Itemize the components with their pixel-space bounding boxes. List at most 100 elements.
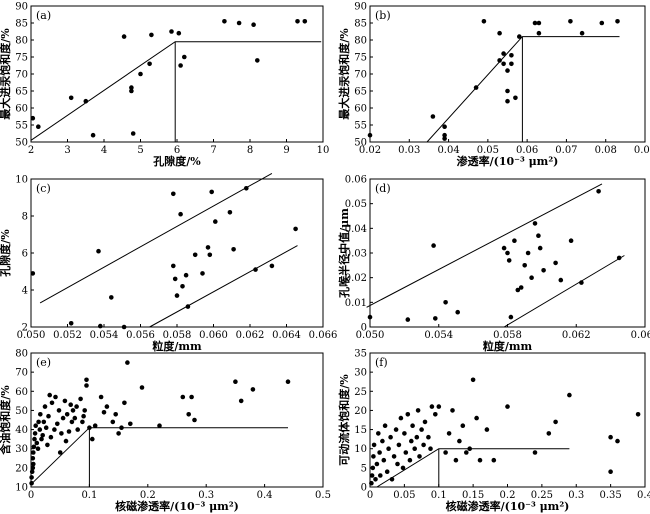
data-point: [509, 53, 514, 58]
x-tick-label: 0.064: [272, 330, 301, 341]
data-point: [467, 446, 473, 452]
y-tick-label: 65: [354, 87, 367, 98]
x-tick-label: 0.03: [398, 145, 420, 156]
data-point: [553, 419, 558, 425]
data-point: [398, 415, 404, 421]
x-tick-label: 0.08: [595, 145, 617, 156]
data-point: [428, 446, 433, 452]
data-point: [96, 248, 101, 254]
data-point: [431, 243, 436, 248]
data-point: [121, 324, 127, 330]
data-point: [75, 427, 80, 432]
y-tick-label: 70: [354, 70, 367, 81]
y-axis-label: 含油饱和度/%: [0, 385, 12, 456]
y-tick-label: 85: [354, 19, 367, 30]
data-point: [109, 295, 114, 300]
data-point: [92, 423, 98, 429]
data-point: [169, 29, 174, 34]
x-tick-label: 0.2: [500, 490, 516, 501]
data-point: [78, 396, 83, 402]
data-point: [412, 446, 418, 452]
data-point: [185, 304, 191, 309]
x-tick-label: 0.07: [555, 145, 577, 156]
data-point: [409, 438, 414, 444]
data-point: [227, 210, 233, 215]
x-tick-label: 0.058: [163, 330, 192, 341]
data-point: [59, 431, 64, 436]
data-point: [49, 400, 55, 406]
data-point: [429, 404, 435, 409]
x-tick-label: 0.066: [631, 330, 650, 341]
y-axis-label: 孔隙度/%: [0, 229, 12, 277]
x-tick-label: 3: [64, 145, 70, 156]
data-point: [125, 360, 130, 365]
y-tick-label: 8: [22, 212, 28, 223]
plot-frame: [30, 352, 324, 488]
data-point: [178, 211, 183, 217]
x-axis-label: 核磁渗透率/(10⁻³ μm²): [115, 499, 239, 513]
data-point: [33, 423, 38, 429]
data-point: [38, 412, 43, 417]
data-point: [52, 427, 57, 432]
panel-label: (f): [375, 356, 388, 369]
y-tick-label: 70: [15, 70, 28, 81]
trend-line: [39, 172, 273, 304]
plot-frame: [369, 5, 646, 143]
x-tick-label: 0.062: [236, 330, 265, 341]
data-point: [172, 276, 178, 282]
y-tick-label: 10: [15, 175, 28, 186]
y-tick-label: 85: [15, 19, 28, 30]
trend-line: [426, 36, 620, 143]
data-point: [513, 95, 518, 101]
data-point: [101, 410, 107, 415]
data-point: [374, 461, 380, 467]
y-tick-label: 60: [15, 104, 28, 115]
data-point: [389, 477, 395, 482]
trend-line: [149, 245, 298, 328]
y-tick-label: 40: [15, 425, 28, 436]
y-tick-label: 0.02: [345, 273, 367, 284]
data-point: [31, 461, 36, 467]
data-point: [501, 245, 507, 251]
x-tick-label: 0.054: [424, 330, 453, 341]
x-tick-label: 0: [28, 490, 34, 501]
data-point: [182, 54, 187, 60]
data-point: [417, 454, 422, 459]
panel-f: 0 0.05 0.1 0.15 0.2 0.25 0.3 0.35 0.4 0 5 10 15 20 25 3…: [337, 349, 650, 514]
data-point: [457, 438, 462, 444]
x-tick-label: 0.25: [531, 490, 553, 501]
data-point: [43, 425, 49, 431]
data-point: [46, 413, 51, 419]
data-point: [391, 454, 397, 459]
data-point: [121, 34, 127, 39]
data-point: [473, 85, 479, 90]
data-point: [55, 421, 60, 427]
x-tick-label: 0.1: [81, 490, 97, 501]
data-point: [443, 300, 448, 305]
data-point: [370, 465, 376, 471]
data-point: [253, 267, 258, 272]
data-point: [70, 408, 76, 413]
data-point: [407, 457, 413, 463]
data-point: [442, 136, 447, 141]
data-point: [393, 427, 399, 432]
data-point: [178, 63, 183, 68]
data-point: [48, 434, 54, 440]
panel-label: (d): [375, 182, 391, 195]
data-point: [422, 419, 428, 425]
y-tick-label: 90: [15, 2, 28, 13]
data-point: [157, 423, 162, 429]
data-point: [192, 417, 197, 423]
data-point: [293, 226, 298, 232]
y-axis-label: 最大进汞饱和度/%: [337, 28, 351, 120]
data-point: [505, 250, 510, 256]
data-point: [110, 419, 116, 425]
y-tick-label: 0.05: [345, 199, 367, 210]
x-tick-label: 2: [28, 145, 34, 156]
y-tick-label: 75: [354, 53, 367, 64]
y-tick-label: 70: [15, 368, 28, 379]
y-tick-label: 65: [15, 87, 28, 98]
data-point: [541, 268, 546, 273]
y-tick-label: 80: [15, 36, 28, 47]
data-point: [84, 383, 89, 388]
